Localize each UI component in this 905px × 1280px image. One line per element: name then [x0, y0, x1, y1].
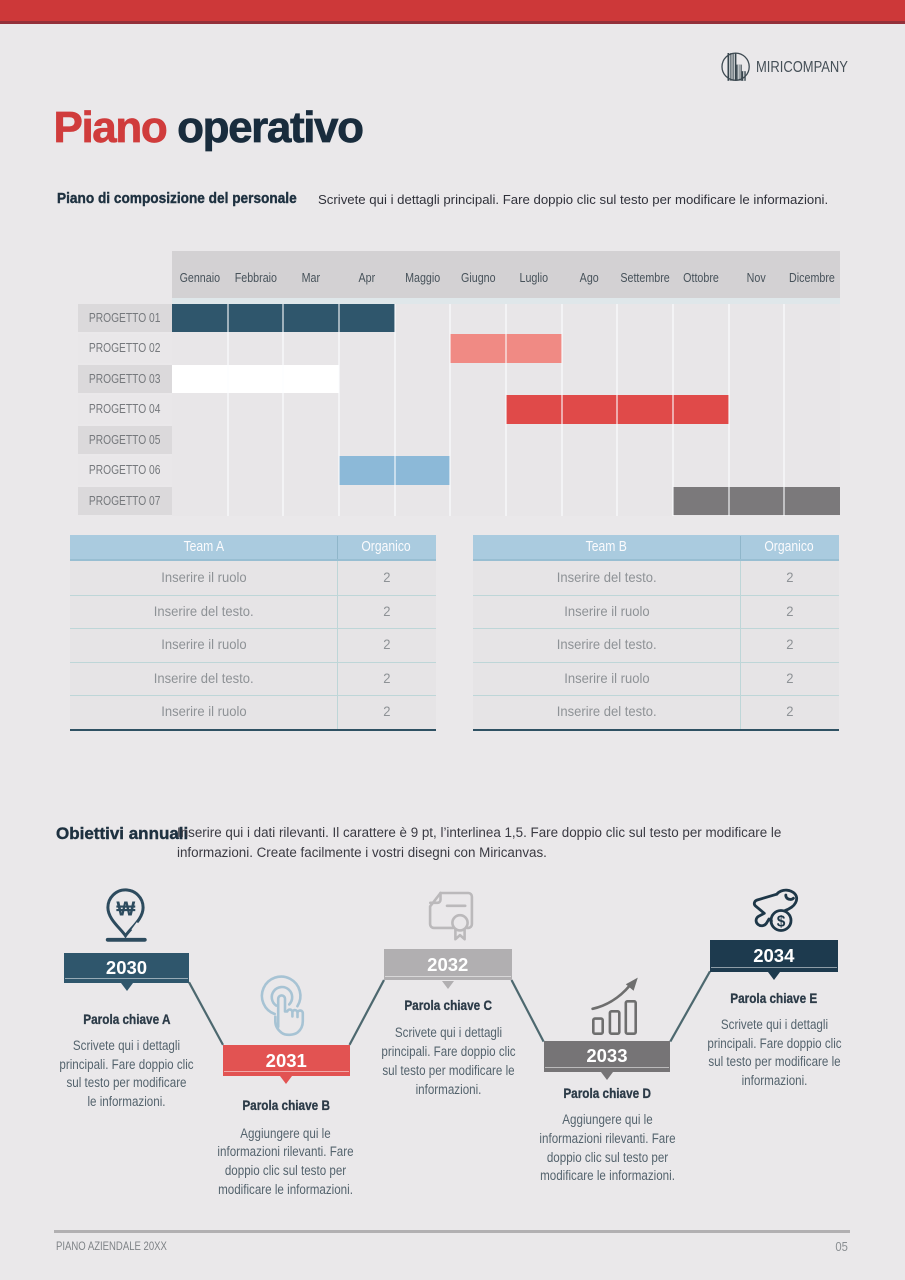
svg-text:$: $	[777, 913, 786, 930]
svg-text:₩: ₩	[116, 898, 135, 920]
